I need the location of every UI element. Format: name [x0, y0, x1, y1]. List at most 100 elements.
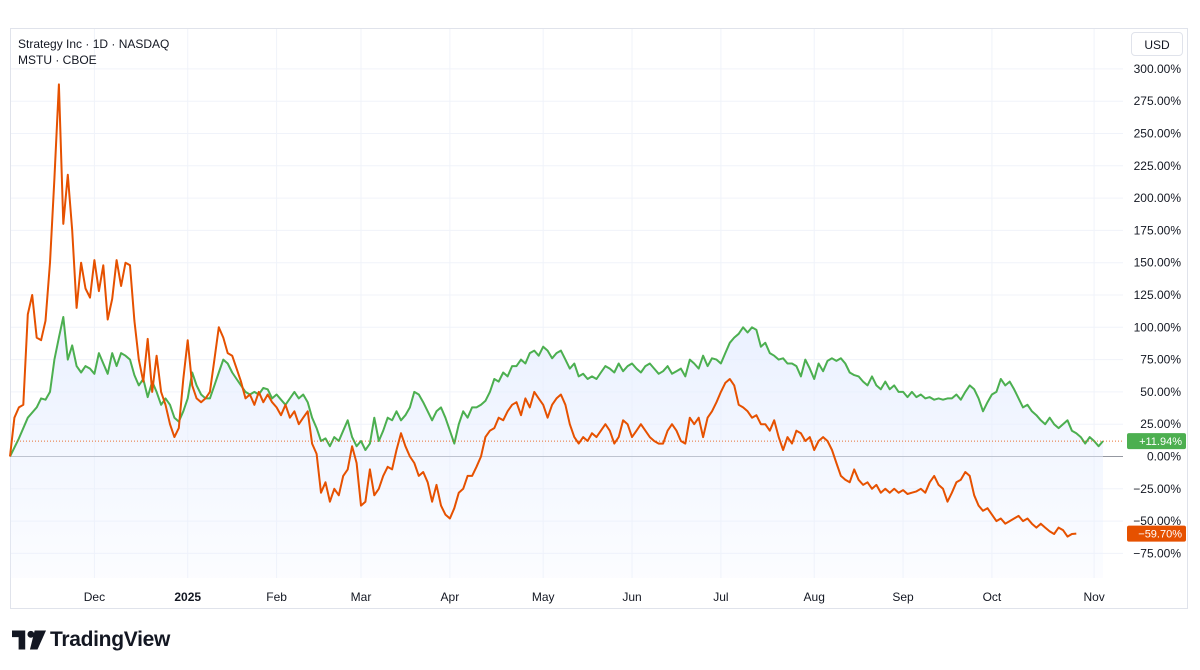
data-point	[125, 262, 127, 264]
chart-frame	[10, 28, 1188, 609]
data-point	[80, 372, 82, 374]
data-point	[378, 488, 380, 490]
data-point	[671, 373, 673, 375]
data-point	[631, 363, 633, 365]
data-point	[222, 337, 224, 339]
data-point	[960, 399, 962, 401]
data-point	[676, 430, 678, 432]
data-point	[1071, 533, 1073, 535]
data-point	[1022, 520, 1024, 522]
data-point	[773, 355, 775, 357]
data-point	[396, 449, 398, 451]
data-point	[356, 462, 358, 464]
data-point	[933, 475, 935, 477]
y-tick-label: −75.00%	[1133, 546, 1181, 560]
tradingview-logo[interactable]: TradingView	[12, 628, 170, 652]
data-point	[587, 378, 589, 380]
data-point	[1004, 523, 1006, 525]
data-point	[498, 417, 500, 419]
data-point	[524, 397, 526, 399]
data-point	[773, 419, 775, 421]
data-point	[147, 396, 149, 398]
data-point	[933, 399, 935, 401]
series-area	[10, 317, 1103, 578]
data-point	[49, 262, 51, 264]
data-point	[404, 414, 406, 416]
data-point	[360, 440, 362, 442]
data-point	[604, 365, 606, 367]
data-point	[307, 401, 309, 403]
data-point	[293, 391, 295, 393]
data-point	[227, 363, 229, 365]
data-point	[538, 397, 540, 399]
data-point	[18, 437, 20, 439]
data-point	[507, 375, 509, 377]
data-point	[702, 436, 704, 438]
data-point	[644, 365, 646, 367]
data-point	[875, 384, 877, 386]
y-tick-label: 175.00%	[1134, 223, 1182, 237]
data-point	[218, 372, 220, 374]
data-point	[325, 481, 327, 483]
data-point	[978, 397, 980, 399]
data-point	[751, 326, 753, 328]
data-point	[289, 417, 291, 419]
data-point	[636, 368, 638, 370]
y-tick-label: 0.00%	[1147, 450, 1181, 464]
data-point	[36, 406, 38, 408]
data-point	[520, 359, 522, 361]
data-point	[884, 381, 886, 383]
data-point	[724, 352, 726, 354]
data-point	[791, 443, 793, 445]
data-point	[511, 365, 513, 367]
data-point	[62, 223, 64, 225]
data-point	[396, 410, 398, 412]
data-point	[907, 493, 909, 495]
data-point	[498, 381, 500, 383]
legend-main-symbol[interactable]: Strategy Inc · 1D · NASDAQ	[18, 37, 170, 51]
data-point	[391, 419, 393, 421]
data-point	[582, 436, 584, 438]
data-point	[253, 391, 255, 393]
data-point	[747, 332, 749, 334]
data-point	[111, 298, 113, 300]
data-point	[360, 505, 362, 507]
data-point	[889, 388, 891, 390]
data-point	[791, 363, 793, 365]
data-point	[578, 375, 580, 377]
data-point	[378, 440, 380, 442]
data-point	[1031, 410, 1033, 412]
data-point	[89, 368, 91, 370]
data-point	[813, 449, 815, 451]
data-point	[644, 430, 646, 432]
data-point	[178, 427, 180, 429]
data-point	[53, 178, 55, 180]
data-point	[422, 401, 424, 403]
data-point	[893, 384, 895, 386]
data-point	[102, 264, 104, 266]
currency-button[interactable]: USD	[1131, 32, 1183, 56]
data-point	[844, 363, 846, 365]
data-point	[71, 344, 73, 346]
data-point	[676, 370, 678, 372]
data-point	[1098, 445, 1100, 447]
data-point	[1067, 536, 1069, 538]
data-point	[533, 350, 535, 352]
data-point	[818, 363, 820, 365]
data-point	[795, 365, 797, 367]
data-point	[200, 394, 202, 396]
data-point	[320, 492, 322, 494]
data-point	[969, 475, 971, 477]
data-point	[1018, 515, 1020, 517]
x-tick-label: Oct	[983, 590, 1002, 604]
data-point	[573, 436, 575, 438]
data-point	[724, 382, 726, 384]
data-point	[267, 388, 269, 390]
data-point	[156, 391, 158, 393]
data-point	[604, 423, 606, 425]
data-point	[169, 404, 171, 406]
data-point	[516, 401, 518, 403]
legend-compare-symbol[interactable]: MSTU · CBOE	[18, 53, 97, 67]
data-point	[280, 399, 282, 401]
